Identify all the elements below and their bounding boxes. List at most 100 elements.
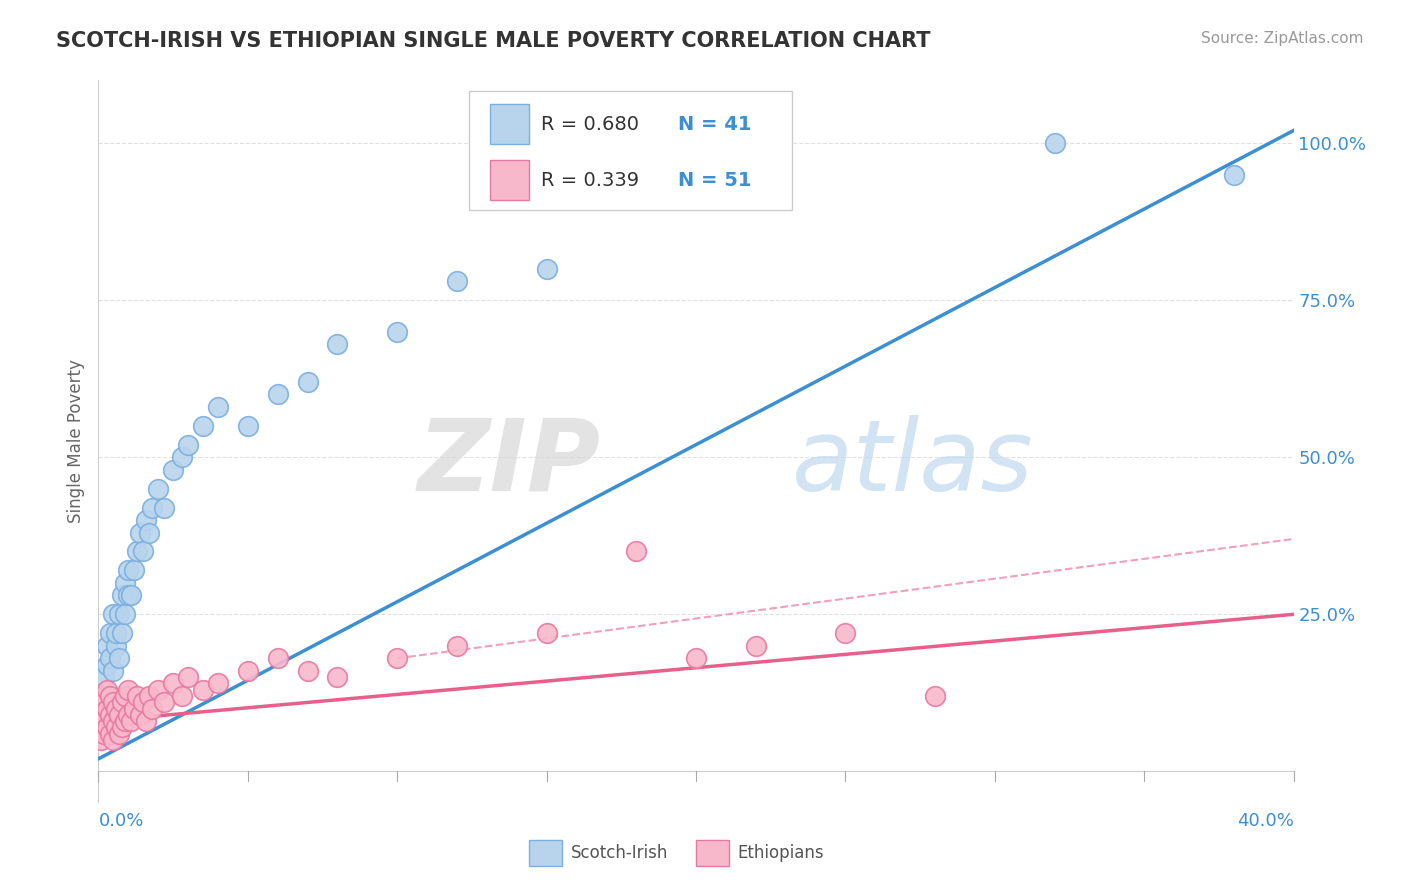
Point [96,701,118,715]
Point [685,651,707,665]
Point [132,544,155,558]
Point [132,695,155,709]
Point [117,563,139,577]
Point [103,695,125,709]
Point [114,714,136,728]
Point [105,720,128,734]
Point [127,689,149,703]
Point [138,525,160,540]
Point [98,689,122,703]
Point [191,418,214,433]
Point [117,589,139,603]
Point [127,544,149,558]
Bar [696,840,730,866]
Point [326,670,349,684]
Point [162,463,184,477]
Point [98,626,122,640]
Text: 0.0%: 0.0% [98,813,143,830]
Point [114,607,136,622]
Point [834,626,856,640]
Point [96,682,118,697]
Point [138,689,160,703]
Point [111,589,134,603]
Point [385,651,409,665]
Point [98,707,122,722]
Text: N = 51: N = 51 [678,171,752,190]
Point [93,670,115,684]
Point [111,626,134,640]
Point [236,664,259,678]
Point [129,525,152,540]
Point [177,438,200,452]
Point [93,689,115,703]
Point [124,701,146,715]
Y-axis label: Single Male Poverty: Single Male Poverty [66,359,84,524]
Point [108,651,131,665]
Text: R = 0.339: R = 0.339 [541,171,638,190]
Point [120,589,142,603]
Point [108,727,131,741]
Point [108,607,131,622]
Point [446,274,468,288]
Point [626,544,648,558]
Point [129,707,152,722]
Point [326,337,349,351]
Point [267,651,290,665]
Point [103,607,125,622]
Bar [470,91,792,211]
Point [117,707,139,722]
Text: ZIP: ZIP [418,415,600,512]
Text: SCOTCH-IRISH VS ETHIOPIAN SINGLE MALE POVERTY CORRELATION CHART: SCOTCH-IRISH VS ETHIOPIAN SINGLE MALE PO… [56,31,931,51]
Bar [529,840,562,866]
Point [536,626,558,640]
Point [172,450,194,465]
Point [297,664,319,678]
Point [135,714,157,728]
Point [103,733,125,747]
Point [93,707,115,722]
Point [111,720,134,734]
Point [141,500,163,515]
Point [745,639,768,653]
Point [536,261,558,276]
Point [108,707,131,722]
Point [90,733,112,747]
Point [1043,136,1066,150]
Point [111,695,134,709]
Point [177,670,200,684]
Point [105,626,128,640]
Point [148,482,170,496]
Point [385,325,409,339]
Point [124,563,146,577]
Text: N = 41: N = 41 [678,115,752,134]
Point [103,714,125,728]
Point [103,664,125,678]
Point [924,689,946,703]
Point [105,639,128,653]
Point [236,418,259,433]
Point [114,689,136,703]
Point [98,651,122,665]
Point [153,695,176,709]
Point [96,639,118,653]
Point [267,387,290,401]
Point [98,727,122,741]
Point [120,714,142,728]
Point [162,676,184,690]
Point [297,375,319,389]
Point [96,720,118,734]
Bar [491,161,529,200]
Point [90,714,112,728]
Point [1223,168,1246,182]
Text: Scotch-Irish: Scotch-Irish [571,845,668,863]
Point [172,689,194,703]
Point [117,682,139,697]
Point [135,513,157,527]
Point [207,676,229,690]
Point [148,682,170,697]
Point [446,639,468,653]
Point [93,727,115,741]
Point [141,701,163,715]
Text: R = 0.680: R = 0.680 [541,115,638,134]
Text: Source: ZipAtlas.com: Source: ZipAtlas.com [1201,31,1364,46]
